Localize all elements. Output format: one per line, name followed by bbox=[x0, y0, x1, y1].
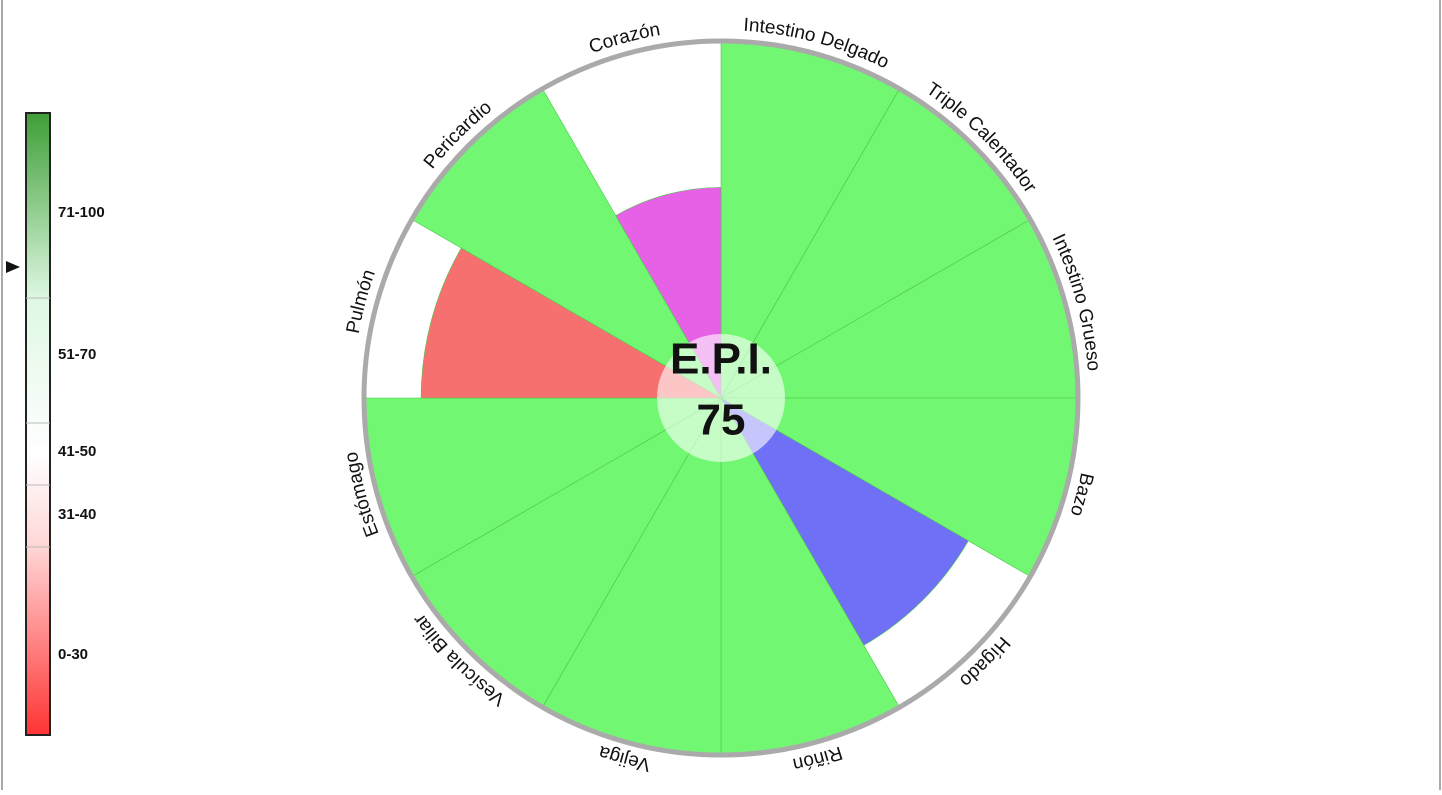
wedge bbox=[420, 247, 723, 399]
legend-label: 31-40 bbox=[58, 506, 96, 523]
epi-marker bbox=[6, 261, 20, 273]
center-title: E.P.I. bbox=[670, 335, 772, 384]
legend-label: 0-30 bbox=[58, 646, 88, 663]
legend-label: 51-70 bbox=[58, 346, 96, 363]
center-value: 75 bbox=[697, 396, 746, 445]
legend-label: 71-100 bbox=[58, 204, 105, 221]
legend: 71-100 51-70 41-50 31-40 0-30 bbox=[26, 204, 105, 663]
wedge bbox=[720, 397, 969, 646]
wedges bbox=[363, 40, 1079, 756]
outer-ring bbox=[361, 38, 1081, 758]
category-label-text: Pulmón bbox=[343, 267, 380, 335]
legend-bar bbox=[25, 112, 51, 736]
legend-label: 41-50 bbox=[58, 443, 96, 460]
center-disc bbox=[657, 334, 785, 462]
category-label: Pulmón bbox=[343, 267, 380, 335]
